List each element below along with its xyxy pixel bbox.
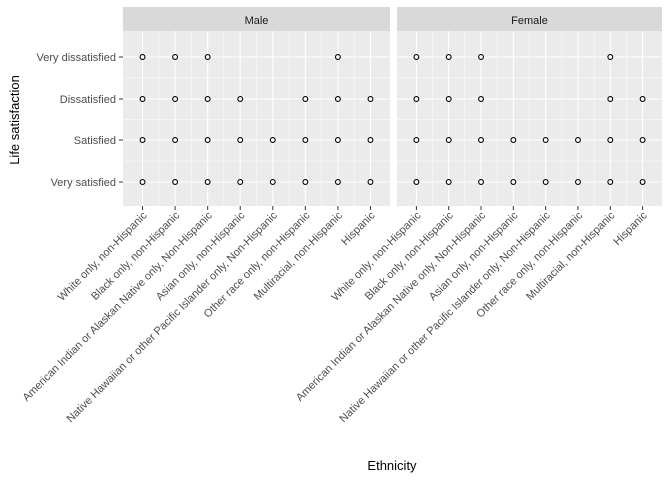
data-point-male-asian-only-non-hispanic-satisfied (237, 137, 244, 143)
x-tick-label: Native Hawaiian or other Pacific Islande… (64, 209, 280, 425)
data-point-male-multiracial-non-hispanic-very-satisfied (334, 179, 341, 185)
y-tick-label: Satisfied (74, 135, 116, 147)
y-tick-label: Very dissatisfied (37, 52, 116, 64)
data-point-male-asian-only-non-hispanic-dissatisfied (237, 96, 244, 102)
data-point-female-black-only-non-hispanic-very-dissatisfied (445, 54, 452, 60)
data-point-male-multiracial-non-hispanic-dissatisfied (334, 96, 341, 102)
data-point-female-multiracial-non-hispanic-very-dissatisfied (607, 54, 614, 60)
data-point-female-american-indian-or-alaskan-native-only-non-hispanic-satisfied (478, 137, 484, 143)
facet-strip (397, 7, 662, 31)
data-point-female-multiracial-non-hispanic-very-satisfied (607, 179, 614, 185)
x-tick-label: Hispanic (339, 209, 378, 248)
data-point-female-native-hawaiian-or-other-pacific-islander-only-non-hispanic-satisfied (542, 137, 549, 143)
data-point-male-american-indian-or-alaskan-native-only-non-hispanic-very-dissatisfied (204, 54, 211, 60)
data-point-male-white-only-non-hispanic-very-dissatisfied (139, 54, 146, 60)
data-point-male-hispanic-satisfied (367, 137, 374, 143)
data-point-male-multiracial-non-hispanic-very-dissatisfied (334, 54, 341, 60)
y-axis-title: Life satisfaction (7, 75, 22, 165)
data-point-male-black-only-non-hispanic-dissatisfied (172, 96, 179, 102)
data-point-female-hispanic-very-satisfied (639, 179, 646, 185)
data-point-female-asian-only-non-hispanic-satisfied (510, 137, 517, 143)
data-point-female-hispanic-dissatisfied (639, 96, 646, 102)
y-tick-label: Dissatisfied (60, 94, 116, 106)
data-point-male-asian-only-non-hispanic-very-satisfied (237, 179, 244, 185)
data-point-female-black-only-non-hispanic-dissatisfied (445, 96, 452, 102)
data-point-female-hispanic-satisfied (639, 137, 646, 143)
data-point-male-black-only-non-hispanic-very-satisfied (172, 179, 179, 185)
x-tick-label: Native Hawaiian or other Pacific Islande… (337, 209, 553, 425)
data-point-male-white-only-non-hispanic-very-satisfied (139, 179, 146, 185)
facet-label: Female (511, 15, 548, 27)
data-point-male-white-only-non-hispanic-dissatisfied (139, 96, 146, 102)
data-point-female-black-only-non-hispanic-satisfied (445, 137, 452, 143)
data-point-female-american-indian-or-alaskan-native-only-non-hispanic-very-dissatisfied (478, 54, 484, 60)
data-point-female-multiracial-non-hispanic-dissatisfied (607, 96, 614, 102)
data-point-male-american-indian-or-alaskan-native-only-non-hispanic-very-satisfied (204, 179, 211, 185)
data-point-female-black-only-non-hispanic-very-satisfied (445, 179, 452, 185)
data-point-male-black-only-non-hispanic-very-dissatisfied (172, 54, 179, 60)
data-point-female-other-race-only-non-hispanic-satisfied (575, 137, 581, 143)
data-point-female-white-only-non-hispanic-very-satisfied (413, 179, 420, 185)
data-point-female-other-race-only-non-hispanic-very-satisfied (575, 179, 581, 185)
data-point-female-native-hawaiian-or-other-pacific-islander-only-non-hispanic-very-satisfied (542, 179, 549, 185)
data-point-female-american-indian-or-alaskan-native-only-non-hispanic-very-satisfied (478, 179, 484, 185)
data-point-male-hispanic-dissatisfied (367, 96, 374, 102)
data-point-male-other-race-only-non-hispanic-dissatisfied (302, 96, 309, 102)
facet-label: Male (245, 15, 269, 27)
data-point-female-american-indian-or-alaskan-native-only-non-hispanic-dissatisfied (478, 96, 484, 102)
data-point-female-white-only-non-hispanic-very-dissatisfied (413, 54, 420, 60)
data-point-male-white-only-non-hispanic-satisfied (139, 137, 146, 143)
data-point-female-white-only-non-hispanic-satisfied (413, 137, 420, 143)
data-point-male-american-indian-or-alaskan-native-only-non-hispanic-satisfied (204, 137, 211, 143)
facet-strip (123, 7, 390, 31)
data-point-male-other-race-only-non-hispanic-satisfied (302, 137, 309, 143)
y-tick-label: Very satisfied (51, 177, 116, 189)
data-point-male-multiracial-non-hispanic-satisfied (334, 137, 341, 143)
data-point-male-american-indian-or-alaskan-native-only-non-hispanic-dissatisfied (204, 96, 211, 102)
data-point-male-native-hawaiian-or-other-pacific-islander-only-non-hispanic-satisfied (269, 137, 276, 143)
data-point-male-native-hawaiian-or-other-pacific-islander-only-non-hispanic-very-satisfied (269, 179, 276, 185)
data-point-female-white-only-non-hispanic-dissatisfied (413, 96, 420, 102)
data-point-female-asian-only-non-hispanic-very-satisfied (510, 179, 517, 185)
data-point-male-hispanic-very-satisfied (367, 179, 374, 185)
data-point-male-other-race-only-non-hispanic-very-satisfied (302, 179, 309, 185)
data-point-male-black-only-non-hispanic-satisfied (172, 137, 179, 143)
x-axis-title: Ethnicity (367, 458, 417, 473)
x-tick-label: Hispanic (611, 209, 650, 248)
data-point-female-multiracial-non-hispanic-satisfied (607, 137, 614, 143)
